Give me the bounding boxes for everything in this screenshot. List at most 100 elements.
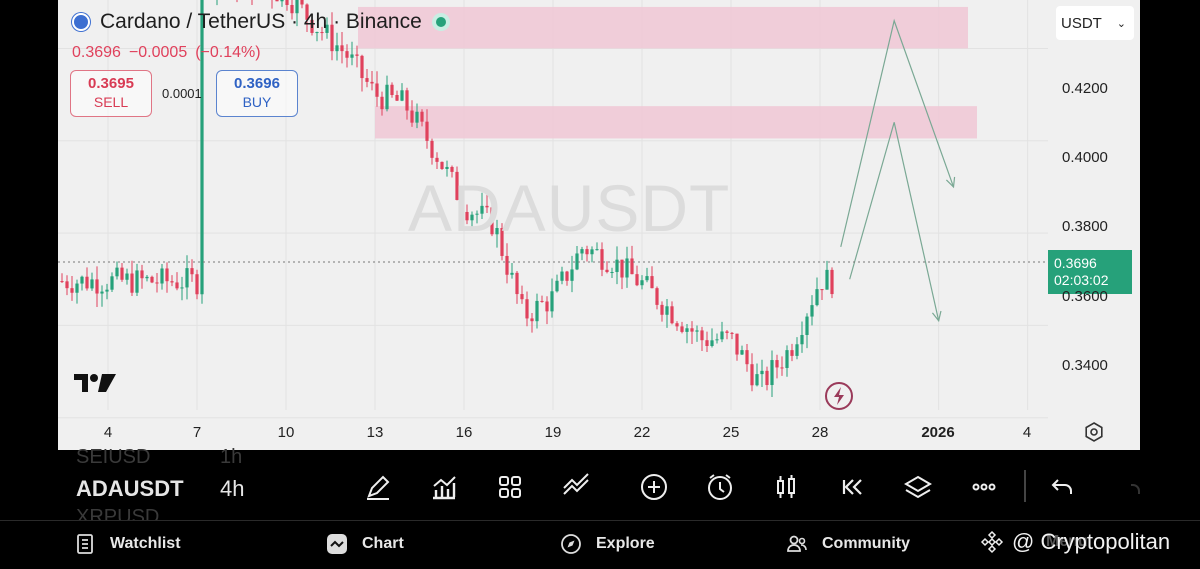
candle-body [405,90,409,111]
candle-body [155,282,159,284]
market-open-icon [431,13,450,31]
candle-body [580,249,584,254]
drawings-icon[interactable] [558,469,594,505]
candle-body [450,166,454,172]
candle-body [340,45,344,52]
last-price-tag: 0.3696 02:03:02 [1048,250,1132,294]
candle-body [460,199,464,212]
candle-body [465,211,469,221]
candle-body [660,304,664,315]
candle-body [480,205,484,214]
candle-body [345,51,349,58]
sell-button[interactable]: 0.3695 SELL [70,70,152,117]
candle-body [735,333,739,355]
quote-currency-select[interactable]: USDT ⌄ [1056,6,1134,40]
flash-icon[interactable] [824,381,854,411]
candle-body [595,249,599,251]
candle-body [120,267,124,280]
candle-body [520,294,524,300]
candle-body [620,259,624,278]
nav-menu[interactable]: Menu [1046,533,1088,551]
watchlist-row-next[interactable]: XRPUSD 1h [76,506,159,520]
projection-path [840,18,955,248]
y-axis-label: 0.4200 [1062,80,1108,97]
nav-watchlist-label: Watchlist [110,535,181,552]
candle-body [525,299,529,319]
nav-chart[interactable]: Chart [326,533,404,555]
candle-body [360,55,364,79]
candle-body [820,289,824,291]
candle-body [670,306,674,324]
nav-community[interactable]: Community [786,533,910,555]
quote-currency-value: USDT [1061,14,1102,32]
indicators-icon[interactable] [426,469,462,505]
buy-button[interactable]: 0.3696 BUY [216,70,298,117]
toolbar-divider [1024,470,1026,502]
candle-body [70,288,74,293]
add-icon[interactable] [636,469,672,505]
candle-body [195,274,199,295]
layout-grid-icon[interactable] [492,469,528,505]
candle-body [750,364,754,386]
pen-icon[interactable] [360,469,396,505]
layers-icon[interactable] [900,469,936,505]
buy-label: BUY [242,94,272,110]
candle-body [125,273,129,280]
candle-body [335,45,339,52]
bottom-nav: Watchlist Chart Explore Community Menu @… [0,520,1200,569]
replay-icon[interactable] [834,469,870,505]
undo-icon[interactable] [1045,469,1081,505]
candle-body [95,279,99,294]
candle-body [430,140,434,158]
watchlist-row-prev[interactable]: SEIUSD 1h [76,446,242,469]
price-chart[interactable] [58,0,1140,450]
candle-body [295,0,299,14]
candle-body [515,272,519,295]
x-axis-label: 28 [811,424,829,441]
current-timeframe: 4h [220,476,245,501]
candle-body [765,370,769,386]
candle-body [590,249,594,255]
candles-icon[interactable] [768,469,804,505]
chart-panel[interactable]: ADAUSDT Cardano / TetherUS · 4h · Binanc… [58,0,1140,450]
candle-body [625,258,629,278]
chart-settings-icon[interactable] [1084,422,1104,442]
symbol-name: SEIUSD [76,446,151,468]
candle-body [75,283,79,293]
candle-body [180,287,184,289]
candle-body [115,267,119,277]
candle-body [710,340,714,347]
candle-body [170,281,174,283]
nav-explore[interactable]: Explore [560,533,655,555]
candle-body [610,272,614,274]
x-axis-label: 4 [103,424,113,441]
redo-icon[interactable] [1111,469,1147,505]
symbol-timeframe: 1h [220,446,243,468]
alert-clock-icon[interactable] [702,469,738,505]
candle-body [815,289,819,306]
candle-body [175,282,179,289]
more-icon[interactable] [966,469,1002,505]
projection-arrowhead [945,176,956,189]
candle-body [680,326,684,332]
candle-body [790,350,794,356]
x-axis-label: 7 [192,424,202,441]
cardano-logo-icon [72,13,90,31]
candle-body [285,0,289,5]
symbol-title[interactable]: Cardano / TetherUS · 4h · Binance [100,10,422,33]
candle-body [540,300,544,302]
price-change-percent: (−0.14%) [195,44,261,61]
symbol-header[interactable]: Cardano / TetherUS · 4h · Binance [72,10,450,34]
resistance-zone [358,6,968,49]
candle-body [720,331,724,340]
candle-body [555,280,559,292]
candle-body [500,228,504,256]
candle-body [730,332,734,334]
watchlist-icon [77,534,93,554]
x-axis-label: 4 [1022,424,1032,441]
nav-watchlist[interactable]: Watchlist [74,533,181,555]
candle-body [545,301,549,312]
candle-body [645,276,649,281]
candle-body [830,269,834,295]
current-symbol-row[interactable]: ADAUSDT 4h [76,476,244,502]
